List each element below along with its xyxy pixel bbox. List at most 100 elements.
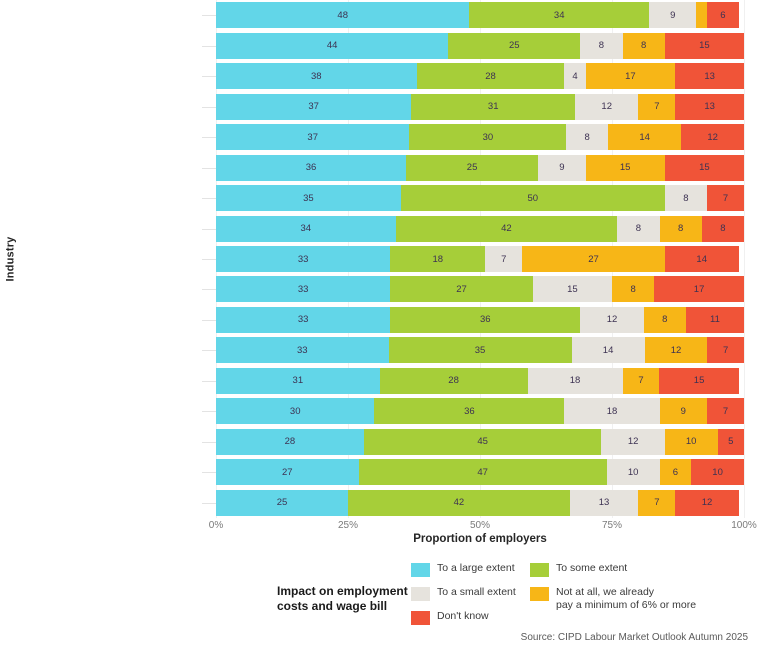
y-axis-tick-mark [202,319,216,321]
bar-segment[interactable]: 28 [416,63,565,90]
bar-segment[interactable]: 8 [617,215,660,242]
bar-segment[interactable]: 15 [532,276,612,303]
bar-segment[interactable]: 18 [390,246,486,272]
bar-segment[interactable]: 10 [664,428,718,455]
bar-segment[interactable]: 18 [564,398,660,425]
bar-segment[interactable]: 12 [675,489,739,516]
bar-segment[interactable]: 35 [388,337,572,364]
bar-segment[interactable]: 5 [717,428,744,455]
bar-segment[interactable]: 12 [681,124,744,151]
bar-row: Public administration and other public s… [202,246,744,272]
bar-segment[interactable]: 35 [216,185,401,212]
bar-segment[interactable]: 33 [216,246,391,272]
bar-segment[interactable]: 28 [379,367,528,394]
bar-segment[interactable]: 33 [216,306,391,333]
bar-segment[interactable]: 10 [606,459,660,486]
y-axis-tick-mark [202,380,216,382]
bar-segment[interactable]: 7 [707,337,744,364]
bar-segment[interactable]: 15 [664,32,744,59]
bar-segment[interactable]: 8 [566,124,609,151]
bar-segment[interactable]: 9 [648,2,697,29]
y-axis-tick-mark [202,106,216,108]
legend-item[interactable]: To a small extent [411,586,526,601]
bar-segment[interactable]: 8 [659,215,702,242]
y-axis-tick-mark [202,502,216,504]
bar-segment[interactable]: 8 [580,32,623,59]
bar-segment[interactable]: 36 [216,154,407,181]
bar-segment[interactable]: 6 [707,2,739,29]
bar-segment[interactable]: 42 [348,489,570,516]
bar-row: Administrative and support service activ… [202,93,744,120]
bar-segment[interactable]: 12 [644,337,708,364]
bar-segment[interactable]: 31 [216,367,380,394]
bar-segment[interactable]: 9 [538,154,586,181]
bar-segment[interactable]: 36 [390,306,581,333]
bar-segment[interactable]: 27 [390,276,533,303]
bar-segment[interactable]: 15 [585,154,665,181]
bar-segment[interactable]: 38 [216,63,417,90]
legend-item[interactable]: Don't know [411,610,526,625]
legend-item[interactable]: Not at all, we already pay a minimum of … [530,586,740,611]
bar-segment[interactable]: 12 [580,306,644,333]
bar-segment[interactable]: 48 [216,2,470,29]
bar-segment[interactable]: 14 [664,246,739,272]
bar-row: Finance and insurance333514127 [202,337,744,364]
bar-segment[interactable]: 8 [643,306,686,333]
bar-segment[interactable]: 27 [522,246,665,272]
bar-segment[interactable]: 28 [216,428,364,455]
bar-segment[interactable]: 37 [216,93,412,120]
bar-segment[interactable]: 7 [638,93,676,120]
bar-segment[interactable] [696,2,708,29]
bar-segment[interactable]: 7 [707,398,744,425]
bar-segment[interactable]: 34 [216,215,396,242]
bar-segment[interactable]: 50 [400,185,665,212]
legend-item[interactable]: To some extent [530,562,740,577]
bar-segment[interactable]: 47 [358,459,607,486]
bar-segment[interactable]: 34 [469,2,649,29]
bar-segment[interactable]: 7 [638,489,676,516]
legend-swatch [530,587,549,601]
bar-segment[interactable]: 31 [411,93,576,120]
bar-segment[interactable]: 25 [448,32,581,59]
bar-segment[interactable]: 45 [363,428,602,455]
bar-segment[interactable]: 8 [664,185,708,212]
bar-segment[interactable]: 14 [571,337,645,364]
bar-segment[interactable]: 13 [675,63,744,90]
bar-segment[interactable]: 8 [622,32,665,59]
bar-segment[interactable]: 6 [659,459,692,486]
bar-segment[interactable]: 44 [216,32,449,59]
bar-segment[interactable]: 33 [216,337,389,364]
x-axis: 0% 25% 50% 75% 100% [209,518,757,538]
bar-segment[interactable]: 17 [585,63,676,90]
bar-segment[interactable]: 17 [654,276,744,303]
bar-segment[interactable]: 8 [701,215,744,242]
bar-segment[interactable]: 7 [707,185,744,212]
bar-segment[interactable]: 25 [406,154,539,181]
bar-segment[interactable]: 8 [611,276,655,303]
bar-segment[interactable]: 15 [659,367,739,394]
bar-segment[interactable]: 15 [664,154,744,181]
bar-segment[interactable]: 18 [527,367,623,394]
bar-segment[interactable]: 12 [575,93,639,120]
bar-segment[interactable]: 30 [409,124,567,151]
bar-segment[interactable]: 7 [622,367,660,394]
y-axis-tick-mark [202,289,216,291]
bar-segment[interactable]: 4 [564,63,586,90]
bar-segment[interactable]: 11 [685,306,744,333]
bar-segment[interactable]: 12 [601,428,665,455]
bar-segment[interactable]: 13 [675,93,744,120]
bar-segment[interactable]: 25 [216,489,348,516]
bar-segment[interactable]: 14 [608,124,682,151]
bar-segment[interactable]: 42 [395,215,618,242]
bar-segment[interactable]: 13 [569,489,639,516]
bar-segment[interactable]: 27 [216,459,359,486]
bar-segment[interactable]: 10 [691,459,744,486]
bar-segment[interactable]: 36 [374,398,565,425]
bar-segment[interactable]: 37 [216,124,410,151]
legend-item[interactable]: To a large extent [411,562,526,577]
bar-segment[interactable]: 7 [485,246,523,272]
bar-segment[interactable]: 9 [659,398,708,425]
bar-segment[interactable]: 30 [216,398,375,425]
bar-segment[interactable]: 33 [216,276,391,303]
y-axis-tick-mark [202,137,216,139]
